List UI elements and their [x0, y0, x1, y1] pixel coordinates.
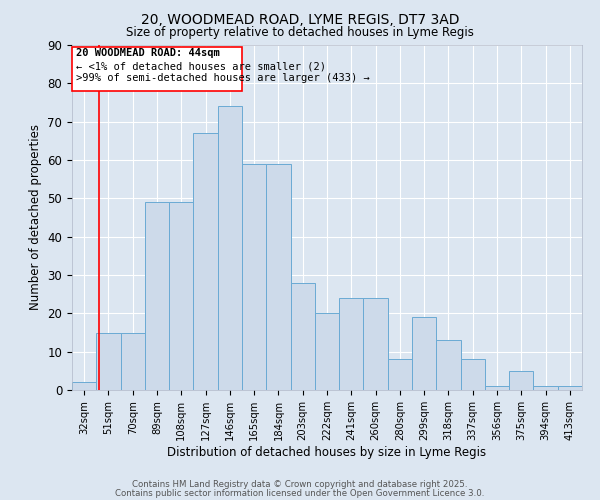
Bar	[412, 317, 436, 390]
Bar	[145, 202, 169, 390]
Text: Size of property relative to detached houses in Lyme Regis: Size of property relative to detached ho…	[126, 26, 474, 39]
Text: Contains public sector information licensed under the Open Government Licence 3.: Contains public sector information licen…	[115, 488, 485, 498]
Bar	[218, 106, 242, 390]
Y-axis label: Number of detached properties: Number of detached properties	[29, 124, 42, 310]
Bar	[364, 298, 388, 390]
Bar	[169, 202, 193, 390]
Bar	[485, 386, 509, 390]
Bar	[266, 164, 290, 390]
Bar	[193, 133, 218, 390]
Bar	[121, 332, 145, 390]
Text: ← <1% of detached houses are smaller (2): ← <1% of detached houses are smaller (2)	[76, 62, 326, 72]
Bar	[96, 332, 121, 390]
Bar	[388, 360, 412, 390]
Bar	[509, 371, 533, 390]
Bar	[461, 360, 485, 390]
Text: 20 WOODMEAD ROAD: 44sqm: 20 WOODMEAD ROAD: 44sqm	[76, 48, 220, 58]
Bar	[72, 382, 96, 390]
Text: >99% of semi-detached houses are larger (433) →: >99% of semi-detached houses are larger …	[76, 73, 370, 83]
Text: 20, WOODMEAD ROAD, LYME REGIS, DT7 3AD: 20, WOODMEAD ROAD, LYME REGIS, DT7 3AD	[141, 12, 459, 26]
Bar	[436, 340, 461, 390]
Bar	[533, 386, 558, 390]
Bar	[242, 164, 266, 390]
FancyBboxPatch shape	[72, 47, 242, 91]
Text: Contains HM Land Registry data © Crown copyright and database right 2025.: Contains HM Land Registry data © Crown c…	[132, 480, 468, 489]
Bar	[339, 298, 364, 390]
Bar	[558, 386, 582, 390]
X-axis label: Distribution of detached houses by size in Lyme Regis: Distribution of detached houses by size …	[167, 446, 487, 458]
Bar	[290, 282, 315, 390]
Bar	[315, 314, 339, 390]
